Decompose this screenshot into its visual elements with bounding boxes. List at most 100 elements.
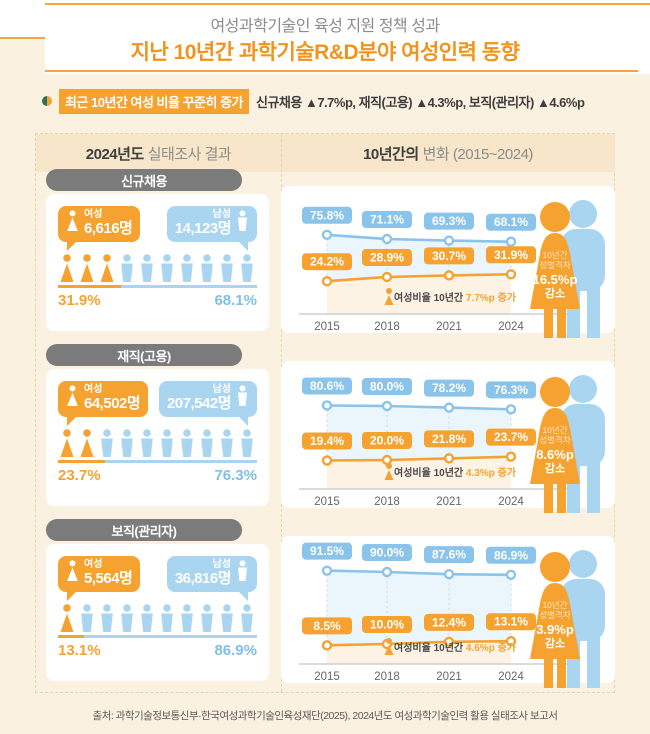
gender-gap-silhouette: 10년간 성별격차 16.5%p 감소 xyxy=(523,196,611,346)
svg-text:80.6%: 80.6% xyxy=(310,379,344,393)
female-percent: 31.9% xyxy=(58,292,101,309)
svg-text:21.8%: 21.8% xyxy=(432,432,466,446)
svg-text:여성비율 10년간 4.3%p 증가: 여성비율 10년간 4.3%p 증가 xyxy=(394,466,517,479)
keypoint-text: 신규채용 ▲7.7%p, 재직(고용) ▲4.3%p, 보직(관리자) ▲4.6… xyxy=(256,94,585,110)
svg-text:20.0%: 20.0% xyxy=(370,434,404,448)
female-label: 여성 xyxy=(84,559,103,571)
percent-row: 31.9% 68.1% xyxy=(58,292,257,309)
male-icon xyxy=(236,560,249,587)
male-percent: 76.3% xyxy=(214,467,257,484)
header-accent-line-bottom xyxy=(45,70,638,72)
male-percent: 86.9% xyxy=(214,642,257,659)
female-percent: 23.7% xyxy=(58,467,101,484)
ratio-female-segment xyxy=(58,635,85,638)
female-icon xyxy=(66,385,79,412)
svg-text:2024: 2024 xyxy=(498,671,524,683)
section-pill-managers: 보직(관리자) xyxy=(46,519,242,541)
female-icon xyxy=(66,210,79,237)
svg-text:여성비율 10년간 7.7%p 증가: 여성비율 10년간 7.7%p 증가 xyxy=(394,291,517,304)
left-column-header-rest: 실태조사 결과 xyxy=(147,145,232,163)
chart-panel-employed: 80.6% 19.4% 2015 80.0% 20.0% 2018 78.2% 21.8% 20… xyxy=(281,361,615,513)
svg-text:감소: 감소 xyxy=(545,286,565,300)
male-label: 남성 xyxy=(212,209,231,221)
svg-text:12.4%: 12.4% xyxy=(432,615,466,629)
svg-text:감소: 감소 xyxy=(545,461,565,475)
female-percent: 13.1% xyxy=(58,642,101,659)
left-column-header-bold: 2024년도 xyxy=(85,145,144,163)
svg-text:19.4%: 19.4% xyxy=(310,434,344,448)
bubble-row: 여성 5,564명 남성 36,816명 xyxy=(58,556,257,601)
stat-card-managers: 여성 5,564명 남성 36,816명 13.1% 86.9% xyxy=(46,544,269,681)
svg-text:2021: 2021 xyxy=(436,671,462,683)
svg-text:91.5%: 91.5% xyxy=(310,544,344,558)
svg-text:86.9%: 86.9% xyxy=(494,548,528,562)
female-label: 여성 xyxy=(84,384,103,396)
right-column-header: 10년간의 변화 (2015~2024) xyxy=(281,134,615,172)
svg-text:76.3%: 76.3% xyxy=(494,383,528,397)
svg-text:13.1%: 13.1% xyxy=(494,615,528,629)
svg-text:23.7%: 23.7% xyxy=(494,430,528,444)
svg-text:3.9%p: 3.9%p xyxy=(536,622,574,637)
male-label: 남성 xyxy=(212,384,231,396)
gender-gap-silhouette: 10년간 성별격차 8.6%p 감소 xyxy=(523,371,611,521)
ratio-female-segment xyxy=(58,285,122,288)
gender-ratio-pictogram xyxy=(58,429,257,458)
svg-text:90.0%: 90.0% xyxy=(370,546,404,560)
page-header: 여성과학기술인 육성 지원 정책 성과 지난 10년간 과학기술R&D분야 여성… xyxy=(0,0,650,74)
left-column-header: 2024년도 실태조사 결과 xyxy=(36,134,281,172)
gender-ratio-bar xyxy=(58,460,257,463)
female-icon xyxy=(66,560,79,587)
percent-row: 23.7% 76.3% xyxy=(58,467,257,484)
stat-card-employed: 여성 64,502명 남성 207,542명 23.7% 76.3% xyxy=(46,369,269,506)
gender-ratio-pictogram xyxy=(58,604,257,633)
svg-text:28.9%: 28.9% xyxy=(370,250,404,264)
percent-row: 13.1% 86.9% xyxy=(58,642,257,659)
header-accent-line-step xyxy=(0,37,45,39)
right-column-header-rest: 변화 (2015~2024) xyxy=(422,145,534,163)
section-pill-new-hires: 신규채용 xyxy=(46,169,242,191)
gender-ratio-bar xyxy=(58,635,257,638)
svg-text:2024: 2024 xyxy=(498,496,524,508)
svg-text:여성비율 10년간 4.6%p 증가: 여성비율 10년간 4.6%p 증가 xyxy=(394,641,517,654)
svg-text:68.1%: 68.1% xyxy=(494,215,528,229)
ratio-male-segment xyxy=(84,635,257,638)
svg-text:8.6%p: 8.6%p xyxy=(536,447,574,462)
bubble-row: 여성 6,616명 남성 14,123명 xyxy=(58,206,257,251)
male-count: 207,542명 xyxy=(166,394,232,412)
bullet-icon xyxy=(42,96,52,106)
keypoint-row: 최근 10년간 여성 비율 꾸준히 증가 신규채용 ▲7.7%p, 재직(고용)… xyxy=(42,88,585,114)
svg-text:87.6%: 87.6% xyxy=(432,548,466,562)
svg-text:2015: 2015 xyxy=(314,321,340,333)
svg-text:8.5%: 8.5% xyxy=(313,619,341,633)
line-chart-new-hires: 75.8% 24.2% 2015 71.1% 28.9% 2018 69.3% 30.7% 20… xyxy=(285,186,585,338)
keypoint-badge: 최근 10년간 여성 비율 꾸준히 증가 xyxy=(59,88,249,114)
svg-text:71.1%: 71.1% xyxy=(370,213,404,227)
header-corner-notch xyxy=(0,39,45,74)
content-area: 2024년도 실태조사 결과 10년간의 변화 (2015~2024) 신규채용… xyxy=(35,133,615,693)
svg-text:2024: 2024 xyxy=(498,321,524,333)
svg-text:성별격차: 성별격차 xyxy=(539,610,570,620)
header-accent-line-top xyxy=(45,3,650,5)
svg-text:30.7%: 30.7% xyxy=(432,249,466,263)
svg-text:31.9%: 31.9% xyxy=(494,248,528,262)
source-note: 출처: 과학기술정보통신부·한국여성과학기술인육성재단(2025), 2024년… xyxy=(92,710,558,722)
svg-text:10년간: 10년간 xyxy=(542,425,567,435)
gender-ratio-bar xyxy=(58,285,257,288)
chart-panel-new-hires: 75.8% 24.2% 2015 71.1% 28.9% 2018 69.3% 30.7% 20… xyxy=(281,186,615,338)
svg-text:성별격차: 성별격차 xyxy=(539,260,570,270)
svg-text:80.0%: 80.0% xyxy=(370,380,404,394)
female-count-bubble: 여성 6,616명 xyxy=(58,206,141,251)
section-pill-employed: 재직(고용) xyxy=(46,344,242,366)
female-count-bubble: 여성 64,502명 xyxy=(58,381,149,426)
right-column-header-bold: 10년간의 xyxy=(363,145,419,163)
svg-text:감소: 감소 xyxy=(545,636,565,650)
male-count: 36,816명 xyxy=(174,569,232,587)
ratio-male-segment xyxy=(121,285,257,288)
svg-text:10.0%: 10.0% xyxy=(370,618,404,632)
male-count: 14,123명 xyxy=(174,219,232,237)
line-chart-employed: 80.6% 19.4% 2015 80.0% 20.0% 2018 78.2% 21.8% 20… xyxy=(285,361,585,513)
page-title: 지난 10년간 과학기술R&D분야 여성인력 동향 xyxy=(130,41,520,64)
svg-text:69.3%: 69.3% xyxy=(432,214,466,228)
svg-text:2015: 2015 xyxy=(314,671,340,683)
bubble-row: 여성 64,502명 남성 207,542명 xyxy=(58,381,257,426)
